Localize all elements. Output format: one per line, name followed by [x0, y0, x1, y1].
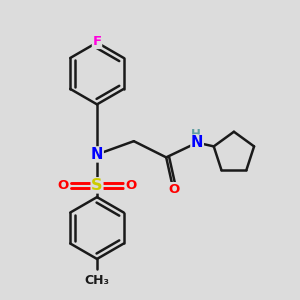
Text: F: F	[92, 35, 102, 48]
Text: O: O	[168, 183, 179, 196]
Text: S: S	[91, 178, 103, 193]
Text: CH₃: CH₃	[85, 274, 110, 287]
Text: O: O	[58, 179, 69, 192]
Text: H: H	[191, 128, 201, 141]
Text: N: N	[191, 135, 203, 150]
Text: O: O	[125, 179, 136, 192]
Text: N: N	[91, 147, 103, 162]
